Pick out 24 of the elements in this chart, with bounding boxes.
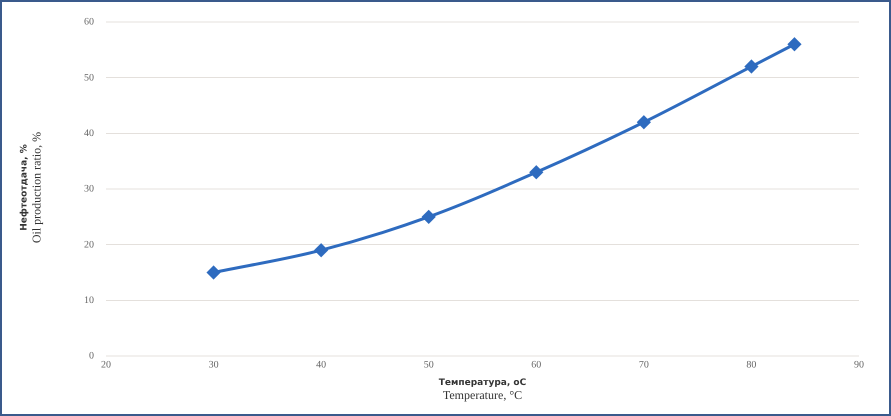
point — [422, 210, 436, 224]
y-tick-label: 50 — [84, 72, 94, 84]
x-tick-label: 60 — [531, 360, 542, 371]
y-axis-title: Нефтеотдача, % Oil production ratio, % — [20, 130, 44, 246]
y-tick-label: 10 — [84, 294, 94, 306]
y-tick-label: 20 — [84, 239, 94, 250]
y-tick-label: 60 — [84, 16, 94, 28]
x-tick-label: 50 — [424, 360, 434, 371]
x-tick-label: 20 — [101, 360, 111, 371]
y-tick-label: 0 — [89, 350, 94, 362]
point — [744, 60, 758, 74]
point — [314, 244, 328, 257]
x-tick-label: 70 — [638, 360, 649, 371]
x-tick-label: 40 — [316, 360, 326, 371]
x-axis-title: Температура, оС Temperature, °C — [438, 378, 528, 403]
point — [530, 166, 543, 179]
x-tick-label: 90 — [854, 360, 864, 371]
point — [207, 266, 220, 279]
x-tick-label: 30 — [208, 360, 219, 371]
y-tick-label: 30 — [84, 184, 94, 195]
y-tick-label: 40 — [84, 128, 94, 139]
x-tick-label: 80 — [746, 360, 756, 371]
point — [637, 116, 650, 129]
point — [788, 38, 801, 51]
